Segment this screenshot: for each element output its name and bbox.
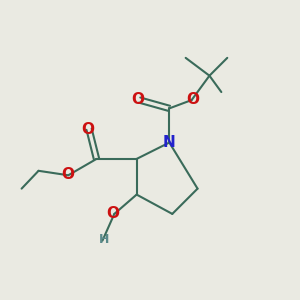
Text: N: N: [163, 135, 176, 150]
Text: O: O: [61, 167, 74, 182]
Text: O: O: [187, 92, 200, 107]
Text: H: H: [99, 233, 109, 246]
Text: O: O: [81, 122, 94, 137]
Text: O: O: [106, 206, 119, 221]
Text: O: O: [132, 92, 145, 107]
